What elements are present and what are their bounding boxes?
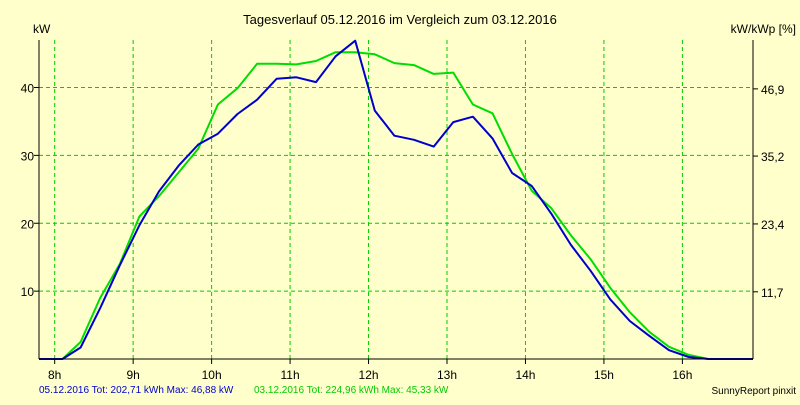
y-tick-label-left: 10 [21,285,35,299]
y-tick-label-right: 35,2 [761,150,785,164]
x-tick-label: 13h [437,368,457,382]
footer-credit: SunnyReport pinxit [712,386,797,397]
footer-series1-info: 05.12.2016 Tot: 202,71 kWh Max: 46,88 kW [39,385,234,396]
x-tick-label: 9h [126,368,139,382]
y-tick-label-right: 46,9 [761,83,785,97]
footer-series2-info: 03.12.2016 Tot: 224,96 kWh Max: 45,33 kW [254,385,449,396]
y-tick-label-left: 30 [21,149,35,163]
grid-layer [39,40,753,359]
x-tick-label: 16h [672,368,692,382]
y-axis-label-left: kW [33,22,51,36]
series-layer [39,39,753,360]
x-tick-label: 15h [594,368,614,382]
x-tick-label: 10h [202,368,222,382]
y-tick-label-left: 20 [21,217,35,231]
series-line-03-12-2016 [39,51,753,360]
y-tick-label-left: 40 [21,82,35,96]
x-tick-label: 11h [281,368,300,382]
y-tick-label-right: 11,7 [761,286,784,300]
x-tick-label: 14h [515,368,535,382]
y-axis-label-right: kW/kWp [%] [731,22,796,36]
x-tick-label: 12h [359,368,379,382]
tick-layer: 8h 9h 10h 11h 12h 13h 14h 15h 16h 10 20 30 40 11,7 23,… [21,82,785,382]
series-line-05-12-2016 [39,39,753,360]
chart-title: Tagesverlauf 05.12.2016 im Vergleich zum… [243,12,557,27]
x-tick-label: 8h [48,368,61,382]
y-tick-label-right: 23,4 [761,218,785,232]
axis-layer [38,40,754,360]
